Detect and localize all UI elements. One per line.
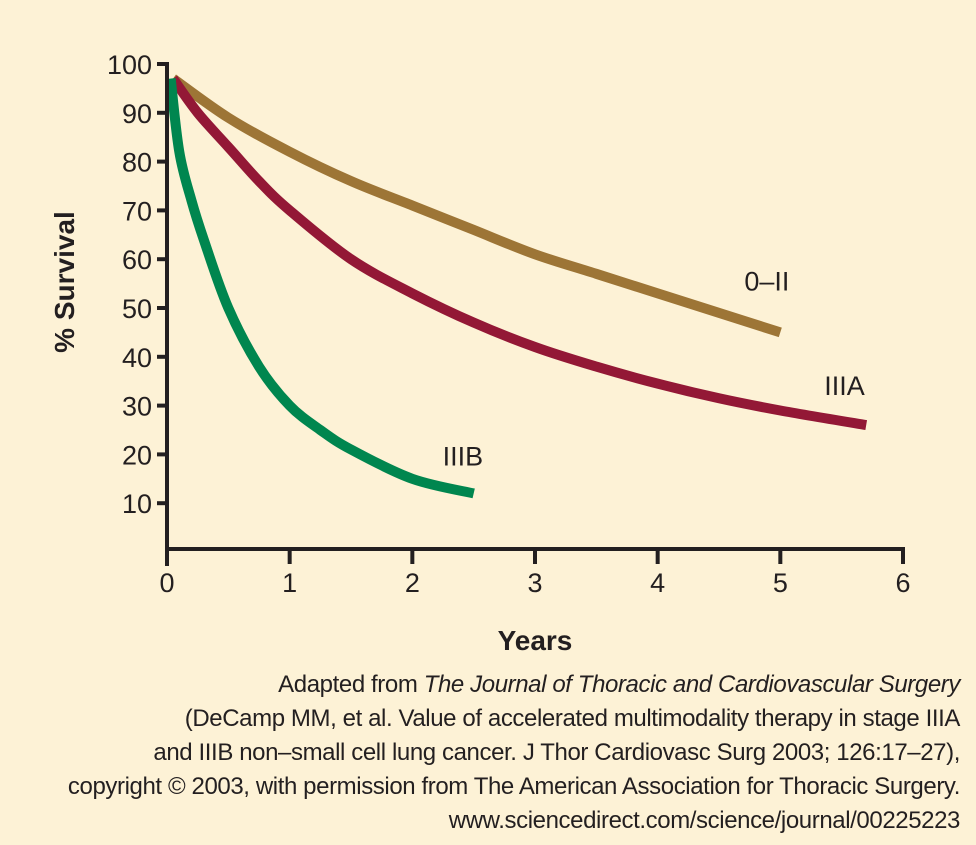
axes-layer: 10 20 30 40 50 60 70 80 90 100 0 1 2 3 4 5 6 — [107, 50, 911, 598]
series-label-iiib: IIIB — [443, 441, 484, 471]
credit-journal-title: The Journal of Thoracic and Cardiovascul… — [423, 671, 961, 698]
y-tick-label: 40 — [122, 343, 152, 373]
y-axis-title: % Survival — [49, 211, 80, 353]
x-tick-label: 3 — [527, 568, 542, 598]
series-layer — [165, 74, 868, 499]
x-tick-label: 2 — [405, 568, 420, 598]
source-credit: Adapted from The Journal of Thoracic and… — [68, 668, 960, 838]
y-tick-label: 10 — [122, 489, 152, 519]
credit-line-3: and IIIB non–small cell lung cancer. J T… — [153, 739, 960, 766]
credit-line-5: www.sciencedirect.com/science/journal/00… — [448, 807, 961, 834]
credit-prefix: Adapted from — [278, 671, 424, 698]
y-tick-label: 100 — [107, 50, 152, 80]
credit-line-2: (DeCamp MM, et al. Value of accelerated … — [184, 705, 961, 732]
series-line-iiib — [165, 78, 475, 499]
x-tick-label: 4 — [650, 568, 665, 598]
series-line-0-ii — [170, 74, 782, 338]
x-tick-label: 6 — [895, 568, 910, 598]
survival-chart: 10 20 30 40 50 60 70 80 90 100 0 1 2 3 4 5 6 0–II IIIA III… — [49, 50, 911, 656]
y-tick-label: 30 — [122, 392, 152, 422]
y-tick-label: 90 — [122, 99, 152, 129]
credit-line-1: Adapted from The Journal of Thoracic and… — [68, 668, 960, 702]
series-label-iiia: IIIA — [824, 371, 865, 401]
labels-layer: 0–II IIIA IIIB — [443, 266, 865, 471]
credit-line-4: copyright © 2003, with permission from T… — [67, 773, 960, 800]
y-tick-label: 60 — [122, 245, 152, 275]
series-label-0-ii: 0–II — [744, 266, 789, 296]
y-tick-label: 50 — [122, 294, 152, 324]
y-tick-label: 20 — [122, 440, 152, 470]
series-line-iiia — [169, 75, 868, 431]
x-axis-title: Years — [498, 625, 573, 656]
x-tick-label: 0 — [159, 568, 174, 598]
y-tick-label: 80 — [122, 148, 152, 178]
x-tick-label: 5 — [773, 568, 788, 598]
y-tick-label: 70 — [122, 196, 152, 226]
x-tick-label: 1 — [282, 568, 297, 598]
